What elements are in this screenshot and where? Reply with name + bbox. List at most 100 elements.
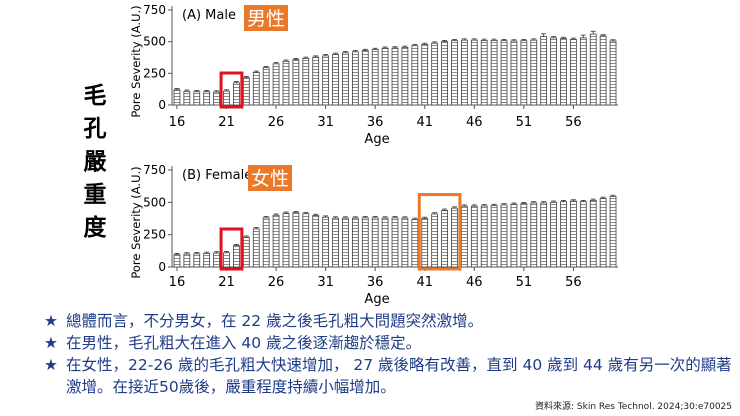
bar [540,202,548,268]
bar [213,91,220,106]
bar [292,212,300,268]
bar [431,213,439,268]
bar [599,35,607,106]
y-tick-label: 0 [158,98,166,112]
bar [510,40,518,106]
bar [441,209,448,268]
bar [609,40,617,106]
bar [351,51,359,106]
bar [361,217,369,268]
bar [312,215,320,268]
bullet-item: ★ 在男性，毛孔粗大在進入 40 歲之後逐漸趨於穩定。 [44,332,734,354]
y-tick-label: 750 [143,163,166,177]
bar [411,45,419,106]
bar [480,40,488,106]
bullet-text: 在女性，22-26 歲的毛孔粗大快速增加， 27 歲後略有改善，直到 40 歲到… [66,356,732,396]
x-tick-label: 21 [218,115,235,130]
panel-label: (A) Male [182,8,236,23]
x-tick-label: 36 [367,275,384,290]
y-tick-label: 750 [143,3,166,17]
x-axis-label: Age [364,292,389,307]
bar [282,212,290,268]
bar [183,90,191,106]
bar [193,253,201,268]
bar [342,52,349,106]
bar [431,42,439,106]
bar [500,40,508,106]
bar [351,217,359,268]
bar [302,213,310,268]
bar [461,205,468,268]
bar [302,57,310,106]
bar [530,39,538,106]
chart-panel-female: 0 250 500 750 16 21 26 31 36 41 46 51 56 Age Pore Seve… [129,163,618,307]
bar [401,46,409,106]
x-tick-label: 26 [268,275,285,290]
star-icon: ★ [44,312,58,330]
bar [470,39,478,106]
bar [451,40,458,106]
side-title-char: 重 [83,182,107,208]
bar [193,91,201,106]
bar [401,217,409,268]
side-title-char: 毛 [83,83,107,109]
bar [570,38,577,106]
bar [599,198,607,268]
bar [342,217,349,268]
bar [242,77,250,106]
bar [421,218,429,268]
bar [371,49,379,106]
y-tick-label: 500 [143,195,166,209]
bullet-item: ★ 在女性，22-26 歲的毛孔粗大快速增加， 27 歲後略有改善，直到 40 … [44,354,734,398]
bullet-text: 總體而言，不分男女，在 22 歲之後毛孔粗大問題突然激增。 [66,312,484,330]
side-title-char: 度 [83,215,107,241]
summary-bullets: ★ 總體而言，不分男女，在 22 歲之後毛孔粗大問題突然激增。 ★ 在男性，毛孔… [44,310,734,398]
x-tick-label: 31 [317,115,334,130]
y-axis-label: Pore Severity (A.U.) [129,166,143,278]
panel-label: (B) Female [182,168,252,183]
citation: 資料來源: Skin Res Technol. 2024;30:e70025 [535,402,732,412]
bar [242,236,250,268]
x-tick-label: 51 [516,115,533,130]
bar [292,59,300,106]
y-tick-label: 250 [143,66,166,80]
bar [233,245,240,268]
bar [520,203,528,268]
bullet-text: 在男性，毛孔粗大在進入 40 歲之後逐漸趨於穩定。 [66,334,422,352]
bar [381,217,389,268]
highlight-box-orange [417,193,462,271]
bar [322,55,329,106]
x-tick-label: 36 [367,115,384,130]
x-tick-label: 16 [169,115,186,130]
bar [391,217,399,268]
bar [451,207,458,268]
x-tick-label: 56 [565,275,582,290]
bar [332,217,339,268]
bar [223,90,230,106]
bar [540,36,548,106]
x-axis-label: Age [364,132,389,147]
bar [589,199,597,268]
bar [233,82,240,106]
badge-background [248,165,292,191]
bar [411,219,419,268]
bar [262,217,270,268]
bar [203,253,211,268]
bar [262,67,270,106]
star-icon: ★ [44,334,58,352]
bar [272,214,280,268]
bar [361,50,369,106]
gender-badge: 女性 [251,168,289,190]
highlight-box-red [219,227,244,271]
bar [609,196,617,268]
bar [490,205,498,268]
bar [441,41,448,106]
bar [391,47,399,106]
bar [203,91,211,106]
y-axis-label: Pore Severity (A.U.) [129,5,143,117]
bar [530,202,538,268]
x-tick-label: 41 [416,275,433,290]
bar [470,205,478,268]
bar [500,204,508,268]
